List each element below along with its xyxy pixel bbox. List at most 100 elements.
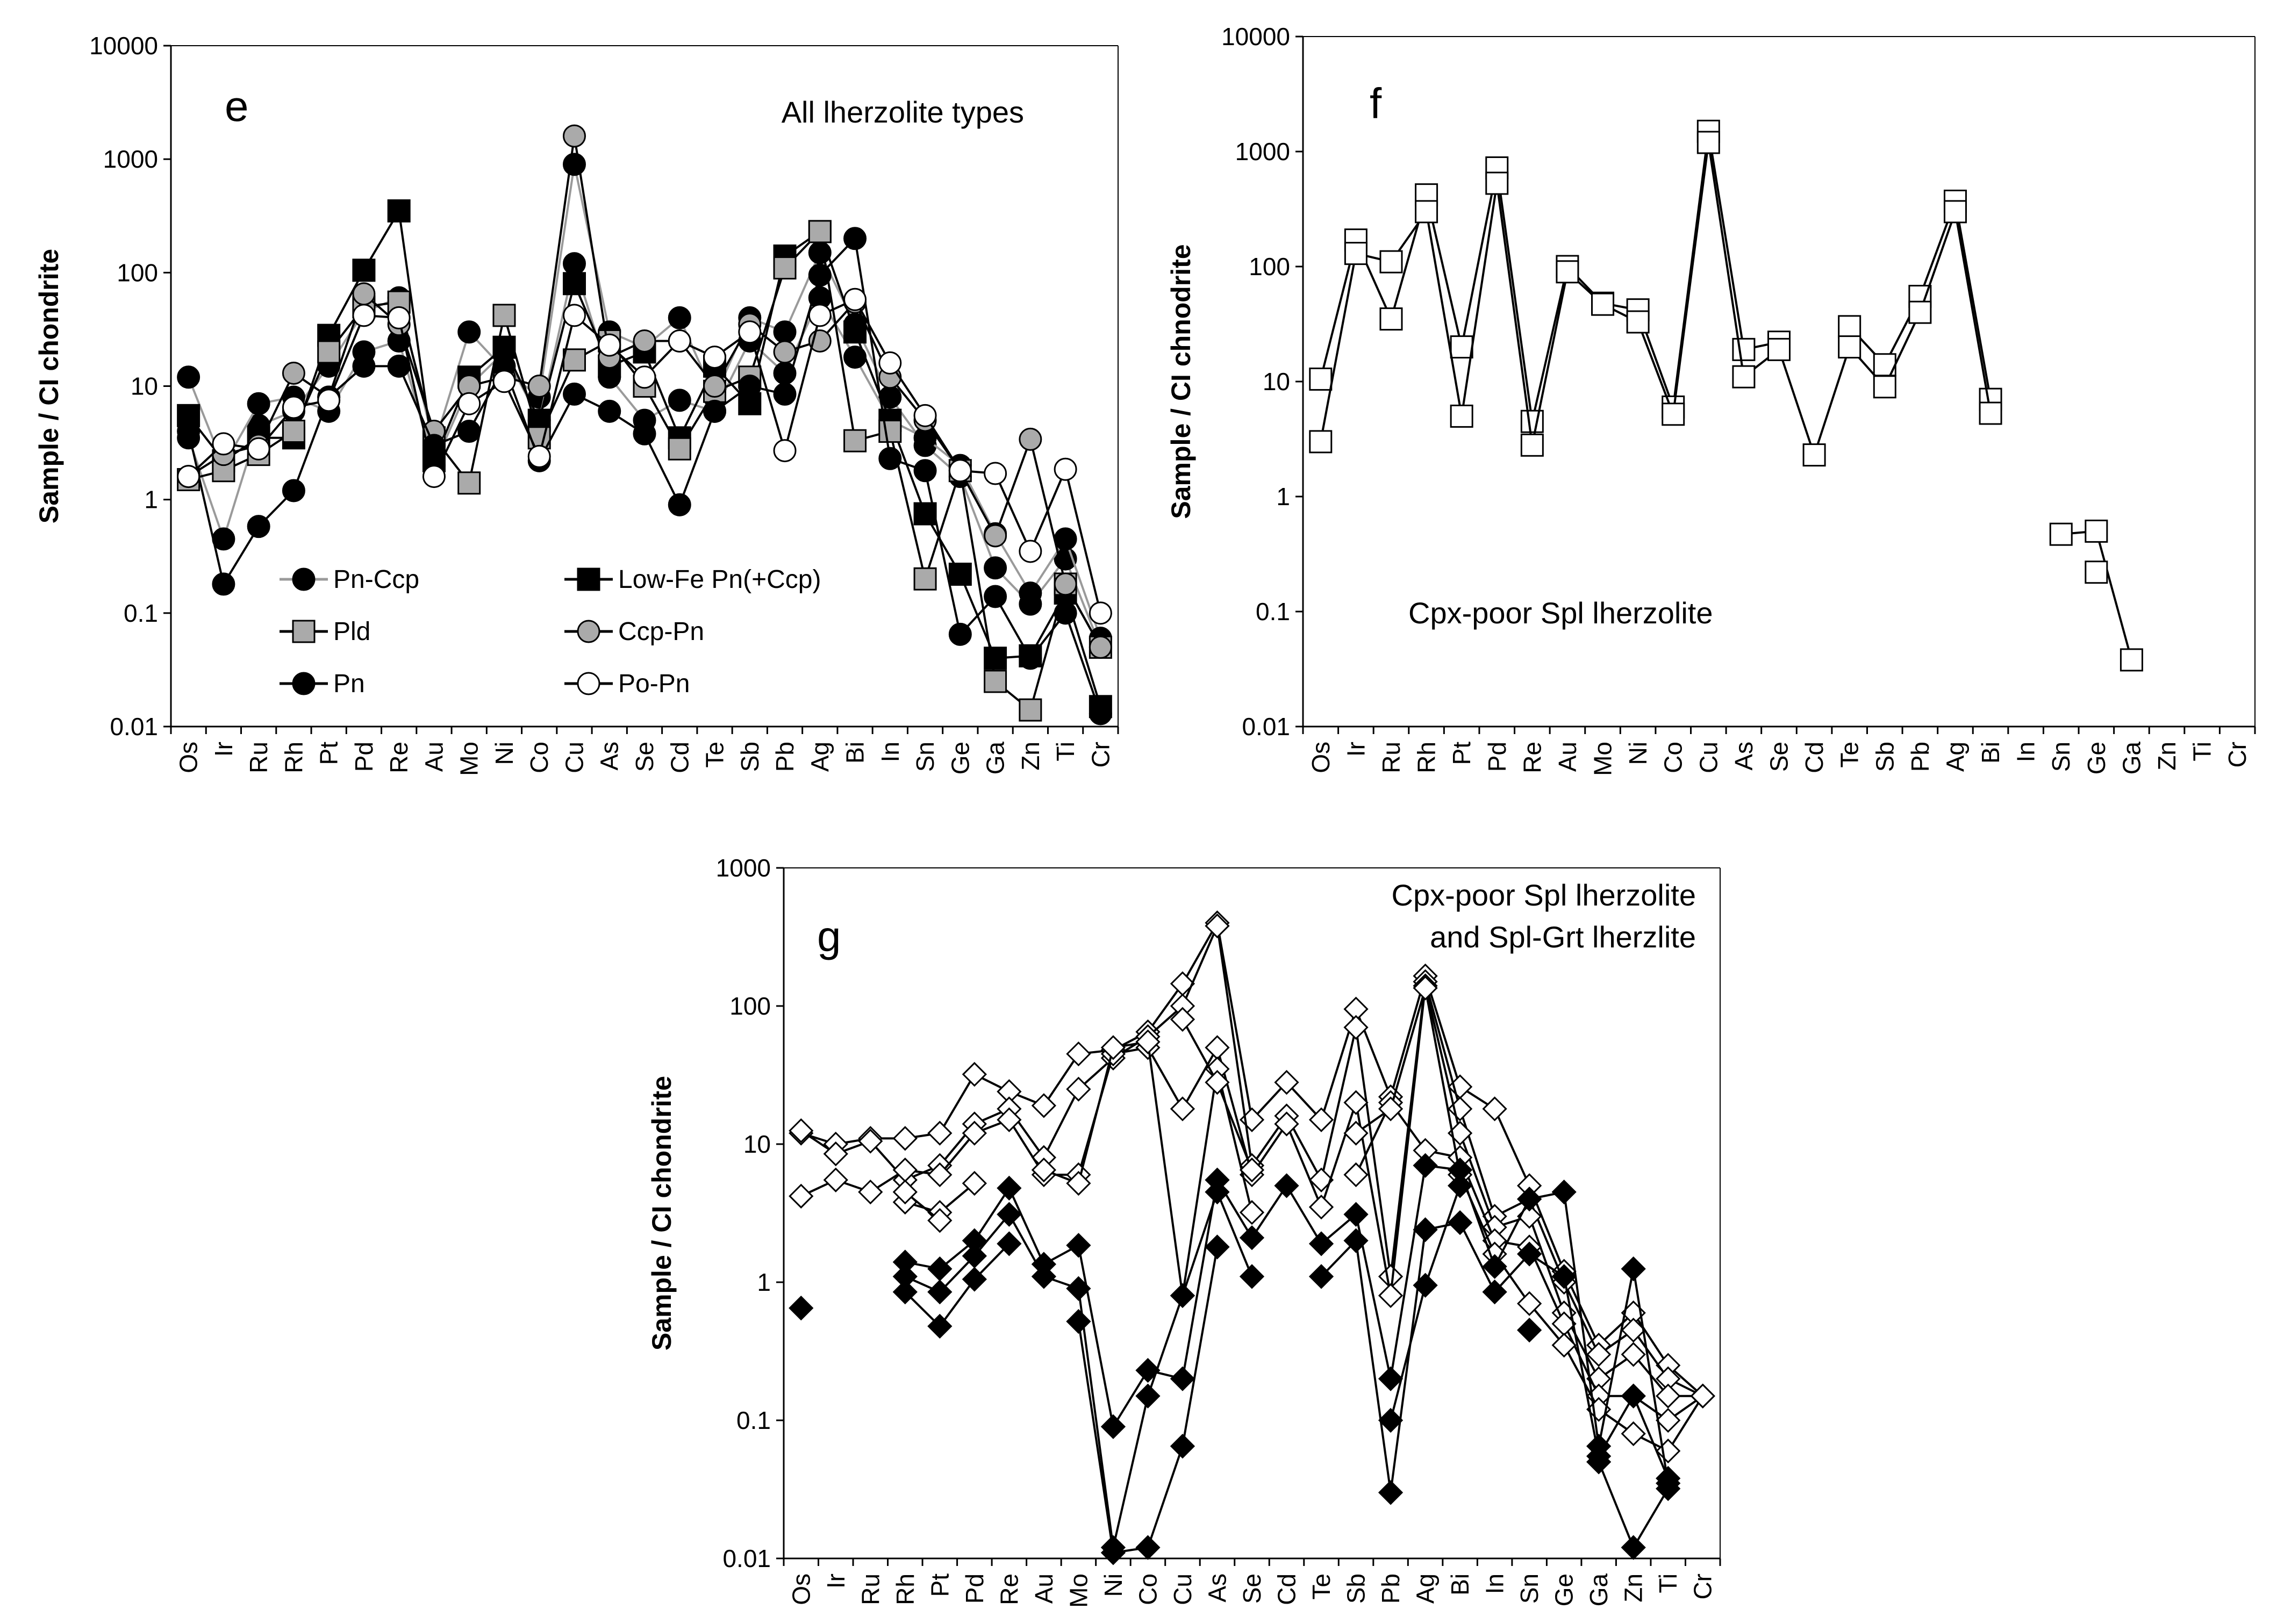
series-segment — [854, 238, 891, 459]
data-point — [352, 282, 376, 306]
data-point — [1591, 292, 1615, 316]
data-point — [1100, 1035, 1126, 1060]
data-point — [1413, 1273, 1438, 1298]
x-tick-label: Te — [1307, 1573, 1335, 1600]
x-tick-label: Sn — [911, 742, 939, 772]
data-point — [2049, 522, 2073, 546]
y-tick-label: 1000 — [1235, 138, 1290, 166]
x-tick-label: Ge — [2082, 742, 2110, 774]
data-point — [457, 471, 481, 495]
data-point — [1378, 1366, 1404, 1391]
x-tick-label: Rh — [1413, 742, 1441, 773]
x-tick-label: Se — [1765, 742, 1793, 772]
series-segment — [2095, 530, 2133, 660]
data-point — [317, 389, 341, 412]
data-point — [1031, 1264, 1057, 1289]
data-point — [1205, 1069, 1230, 1095]
data-point — [1019, 581, 1042, 605]
series-segment — [1112, 1396, 1149, 1548]
data-point — [212, 432, 235, 456]
panel-title-line: and Spl-Grt lherzlite — [1430, 920, 1696, 954]
series-segment — [1493, 1108, 1530, 1187]
data-point — [1066, 1041, 1091, 1067]
series-segment — [854, 299, 891, 364]
x-tick-label: Cu — [1694, 742, 1722, 773]
data-point — [1517, 1241, 1542, 1267]
data-point — [1656, 1407, 1681, 1433]
series-segment — [1181, 1247, 1219, 1447]
data-point — [1170, 971, 1195, 996]
x-tick-label: Bi — [1977, 742, 2004, 764]
legend-marker — [292, 620, 316, 643]
x-tick-label: Au — [420, 742, 448, 772]
series-segment — [538, 315, 576, 457]
data-point — [1979, 401, 2002, 425]
series-segment — [1064, 613, 1102, 714]
data-point — [1343, 1015, 1369, 1040]
data-point — [457, 392, 481, 415]
series-segment — [1495, 168, 1534, 422]
series-segment — [1216, 922, 1253, 1120]
series-segment — [1008, 1188, 1045, 1265]
data-point — [962, 1120, 987, 1146]
data-point — [1732, 337, 1756, 361]
legend: Pn-Ccp Low-Fe Pn(+Ccp) Pld Ccp-Pn Pn Po-Pn — [280, 565, 821, 698]
x-tick-label: Sb — [1871, 742, 1899, 772]
data-point — [789, 1183, 814, 1209]
x-tick-label: As — [596, 742, 624, 771]
data-point — [962, 1170, 987, 1196]
x-tick-label: Sn — [2047, 742, 2075, 772]
panel-letter: f — [1370, 80, 1382, 127]
series-line — [1309, 119, 2002, 433]
data-point — [1239, 1264, 1265, 1289]
data-point — [352, 304, 376, 327]
data-point — [1621, 1342, 1646, 1367]
x-tick-label: Pb — [1906, 742, 1934, 772]
series-segment — [1147, 1295, 1184, 1397]
data-point — [1308, 1107, 1334, 1132]
series-segment — [924, 470, 962, 635]
data-point — [352, 258, 376, 282]
series-segment — [1884, 312, 1921, 387]
series-segment — [1425, 211, 1463, 416]
data-point — [1309, 367, 1333, 391]
x-tick-label: Ti — [1051, 742, 1079, 761]
series-segment — [1632, 1488, 1669, 1548]
y-tick-label: 0.01 — [722, 1544, 771, 1572]
series-segment — [1954, 211, 1992, 414]
y-tick-label: 1000 — [103, 145, 158, 173]
x-tick-label: Sb — [736, 742, 764, 772]
series-segment — [959, 470, 997, 536]
data-point — [1239, 1200, 1265, 1225]
series-segment — [1008, 1213, 1045, 1277]
panel-f-chart: 0.01 0.1 1 10 100 1000 10000 Os Ir Ru Rh Pt Pd Re Au Mo… — [1166, 23, 2256, 776]
data-point — [913, 567, 937, 591]
panel-title: Cpx-poor Spl lherzolite — [1408, 596, 1713, 630]
data-point — [1626, 310, 1650, 334]
data-point — [1343, 1162, 1369, 1188]
data-point — [1170, 1007, 1195, 1032]
series-segment — [1633, 1329, 1669, 1379]
data-point — [773, 256, 797, 280]
x-tick-label: Ti — [2188, 742, 2216, 761]
data-point — [962, 1267, 987, 1292]
panel-e-chart: 0.01 0.1 1 10 100 1000 10000 Os Ir Ru Rh Pt Pd Re Au Mo… — [34, 32, 1119, 776]
data-point — [984, 524, 1007, 548]
data-point — [1019, 427, 1042, 451]
x-tick-label: Sn — [1515, 1573, 1543, 1604]
series-segment — [973, 1187, 1011, 1241]
x-tick-label: Cr — [2223, 742, 2251, 768]
data-point — [1767, 337, 1791, 361]
x-tick-label: Pd — [350, 742, 378, 772]
series-segment — [1459, 1132, 1496, 1228]
data-point — [1066, 1076, 1091, 1102]
x-tick-label: Sb — [1342, 1573, 1370, 1604]
x-tick-label: Zn — [1620, 1573, 1648, 1603]
data-point — [1343, 1090, 1369, 1115]
data-point — [808, 263, 832, 287]
data-point — [1378, 1407, 1404, 1433]
data-point — [1586, 1342, 1612, 1367]
data-point — [1621, 1535, 1646, 1560]
data-point — [1517, 1318, 1542, 1343]
data-point — [1482, 1280, 1507, 1305]
